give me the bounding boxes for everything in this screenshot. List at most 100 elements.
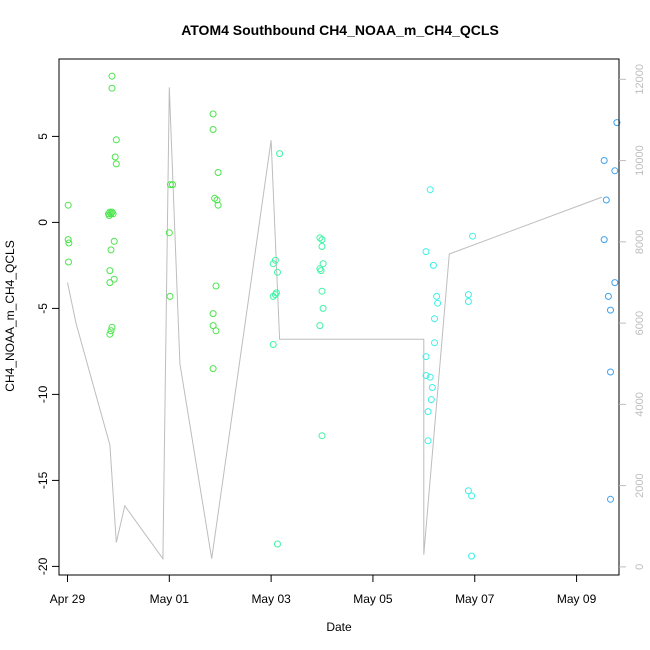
data-point [607, 368, 614, 376]
data-point [269, 260, 277, 268]
y-axis: -20 -15 -10 -5 0 5 [36, 133, 59, 575]
y2-tick-label: 4000 [634, 392, 646, 416]
data-point [274, 268, 281, 276]
data-point [602, 196, 610, 204]
data-point [106, 330, 114, 338]
chart-title: ATOM4 Southbound CH4_NOAA_m_CH4_QCLS [181, 22, 499, 38]
x-tick-label: Apr 29 [50, 592, 86, 606]
data-point [269, 341, 277, 348]
data-point [607, 306, 614, 314]
y2-axis: 0 2000 4000 6000 8000 10000 12000 [619, 64, 646, 570]
data-point [110, 275, 118, 283]
data-point [209, 365, 217, 373]
data-point [65, 239, 73, 247]
data-point [318, 243, 326, 250]
data-point [209, 310, 217, 318]
data-point [107, 210, 115, 218]
data-point [109, 210, 117, 218]
data-point [317, 267, 325, 275]
data-point [469, 232, 477, 240]
data-point [107, 327, 115, 335]
data-point [318, 236, 326, 244]
data-point [611, 279, 619, 287]
data-point [428, 384, 436, 391]
y-tick-label: 0 [36, 219, 50, 226]
data-point [271, 256, 279, 264]
x-tick-label: May 05 [353, 592, 393, 606]
data-point [316, 265, 324, 273]
data-point [212, 282, 220, 290]
data-point [209, 126, 217, 133]
data-point [604, 292, 612, 300]
data-point [65, 258, 72, 266]
y2-tick-label: 12000 [634, 64, 646, 95]
data-point [318, 287, 326, 295]
data-point [209, 110, 217, 118]
data-point [166, 181, 174, 189]
data-point [108, 208, 116, 216]
data-point [214, 201, 222, 209]
data-point [427, 396, 435, 404]
y2-tick-label: 10000 [634, 145, 646, 176]
data-point [429, 261, 437, 269]
data-point [212, 327, 220, 335]
data-point [110, 237, 118, 245]
x-tick-label: May 09 [557, 592, 597, 606]
data-point [274, 540, 281, 548]
data-point [464, 298, 472, 305]
data-point [112, 136, 120, 144]
y-axis-label: CH4_NOAA_m_CH4_QCLS [3, 240, 17, 391]
x-tick-label: May 01 [150, 592, 190, 606]
data-point [600, 236, 608, 244]
data-point [271, 291, 279, 299]
data-point [468, 492, 476, 500]
y-tick-label: -20 [36, 557, 50, 575]
data-point [611, 167, 619, 175]
data-point [213, 196, 221, 204]
data-point [464, 291, 472, 299]
data-point [64, 201, 72, 209]
data-point [214, 169, 222, 176]
x-axis-label: Date [326, 620, 352, 634]
data-point [431, 339, 438, 347]
gray-line-series [67, 87, 603, 561]
data-point [613, 119, 621, 127]
data-point [424, 437, 432, 445]
data-point [107, 246, 115, 254]
data-point [112, 160, 120, 168]
y2-tick-label: 0 [634, 564, 646, 570]
data-point [272, 289, 280, 297]
data-point [422, 353, 430, 361]
data-point [468, 552, 476, 560]
data-point [209, 322, 217, 330]
data-point [108, 323, 116, 331]
data-point [108, 84, 116, 92]
y2-tick-label: 6000 [634, 311, 646, 335]
data-point [316, 234, 324, 242]
y-tick-label: -10 [36, 385, 50, 403]
data-point [108, 72, 116, 80]
y2-tick-label: 2000 [634, 473, 646, 497]
data-point [433, 292, 441, 300]
data-point [106, 279, 114, 287]
data-point [607, 495, 614, 503]
plot-frame [58, 58, 620, 576]
y-tick-label: -15 [36, 471, 50, 489]
data-point [276, 150, 284, 158]
x-axis: Apr 29 May 01 May 03 May 05 May 07 May 09 [50, 574, 597, 606]
data-point [422, 372, 430, 379]
data-point [464, 487, 472, 495]
data-point [319, 260, 327, 268]
data-point [165, 229, 173, 237]
data-point [424, 408, 432, 416]
x-tick-label: May 07 [455, 592, 495, 606]
y-tick-label: -5 [36, 303, 50, 314]
data-point [426, 186, 434, 194]
y-tick-label: 5 [36, 133, 50, 140]
data-point [316, 322, 324, 330]
data-point [106, 267, 114, 275]
y2-tick-label: 8000 [634, 230, 646, 254]
data-point [64, 236, 72, 244]
data-point [431, 315, 438, 323]
data-point [318, 432, 326, 440]
